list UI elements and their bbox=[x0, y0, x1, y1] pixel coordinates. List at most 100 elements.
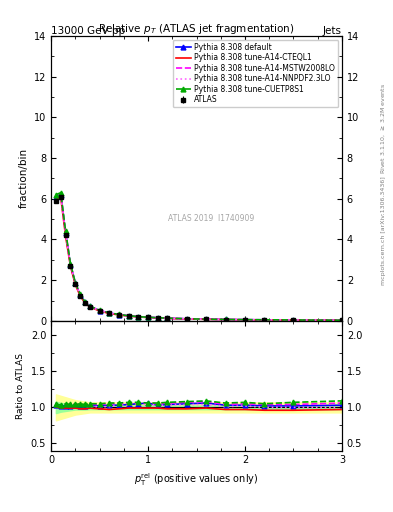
Pythia 8.308 tune-A14-NNPDF2.3LO bbox=[223, 316, 228, 323]
Pythia 8.308 tune-A14-CTEQL1 bbox=[184, 316, 189, 322]
Text: mcplots.cern.ch [arXiv:1306.3436]: mcplots.cern.ch [arXiv:1306.3436] bbox=[381, 176, 386, 285]
Pythia 8.308 tune-A14-MSTW2008LO bbox=[155, 315, 160, 321]
Pythia 8.308 tune-A14-CTEQL1 bbox=[291, 317, 296, 323]
Pythia 8.308 tune-A14-NNPDF2.3LO bbox=[155, 315, 160, 321]
Pythia 8.308 tune-CUETP8S1 bbox=[97, 307, 102, 313]
Pythia 8.308 tune-CUETP8S1 bbox=[262, 317, 267, 323]
Pythia 8.308 tune-A14-CTEQL1 bbox=[136, 314, 141, 320]
Pythia 8.308 tune-A14-NNPDF2.3LO bbox=[97, 308, 102, 314]
Pythia 8.308 default bbox=[340, 317, 344, 323]
Pythia 8.308 tune-CUETP8S1 bbox=[146, 314, 151, 321]
Pythia 8.308 tune-A14-NNPDF2.3LO bbox=[107, 310, 112, 316]
Pythia 8.308 tune-CUETP8S1 bbox=[107, 310, 112, 316]
Pythia 8.308 tune-CUETP8S1 bbox=[184, 316, 189, 322]
Pythia 8.308 tune-A14-MSTW2008LO bbox=[136, 313, 141, 319]
Pythia 8.308 tune-A14-MSTW2008LO bbox=[83, 299, 87, 305]
Pythia 8.308 tune-CUETP8S1 bbox=[126, 313, 131, 319]
Pythia 8.308 default bbox=[184, 316, 189, 322]
Pythia 8.308 tune-A14-MSTW2008LO bbox=[291, 317, 296, 323]
Pythia 8.308 default bbox=[262, 317, 267, 323]
Pythia 8.308 tune-A14-MSTW2008LO bbox=[73, 280, 78, 286]
Pythia 8.308 default bbox=[155, 315, 160, 321]
Pythia 8.308 tune-A14-CTEQL1 bbox=[78, 293, 83, 299]
Pythia 8.308 tune-A14-MSTW2008LO bbox=[88, 303, 92, 309]
Pythia 8.308 tune-A14-NNPDF2.3LO bbox=[136, 314, 141, 320]
Pythia 8.308 tune-A14-NNPDF2.3LO bbox=[73, 281, 78, 287]
Legend: Pythia 8.308 default, Pythia 8.308 tune-A14-CTEQL1, Pythia 8.308 tune-A14-MSTW20: Pythia 8.308 default, Pythia 8.308 tune-… bbox=[173, 39, 338, 108]
Pythia 8.308 tune-A14-NNPDF2.3LO bbox=[63, 231, 68, 237]
Line: Pythia 8.308 default: Pythia 8.308 default bbox=[53, 193, 344, 323]
Pythia 8.308 tune-CUETP8S1 bbox=[136, 313, 141, 319]
Pythia 8.308 default bbox=[117, 312, 121, 318]
Y-axis label: Ratio to ATLAS: Ratio to ATLAS bbox=[16, 353, 25, 419]
Pythia 8.308 default bbox=[97, 308, 102, 314]
Line: Pythia 8.308 tune-A14-CTEQL1: Pythia 8.308 tune-A14-CTEQL1 bbox=[56, 198, 342, 321]
Pythia 8.308 tune-CUETP8S1 bbox=[165, 315, 170, 321]
Text: Rivet 3.1.10, $\geq$ 3.2M events: Rivet 3.1.10, $\geq$ 3.2M events bbox=[379, 82, 387, 174]
Pythia 8.308 tune-A14-CTEQL1 bbox=[204, 316, 209, 323]
Pythia 8.308 tune-A14-MSTW2008LO bbox=[78, 291, 83, 297]
X-axis label: $p_{\mathrm{T}}^{\mathrm{rel}}$ (positive values only): $p_{\mathrm{T}}^{\mathrm{rel}}$ (positiv… bbox=[134, 471, 259, 488]
Pythia 8.308 default bbox=[242, 316, 247, 323]
Pythia 8.308 tune-A14-MSTW2008LO bbox=[97, 307, 102, 313]
Pythia 8.308 tune-A14-NNPDF2.3LO bbox=[340, 317, 344, 323]
Pythia 8.308 tune-CUETP8S1 bbox=[83, 298, 87, 305]
Pythia 8.308 default bbox=[136, 314, 141, 320]
Pythia 8.308 tune-A14-MSTW2008LO bbox=[223, 316, 228, 323]
Pythia 8.308 tune-A14-NNPDF2.3LO bbox=[83, 300, 87, 306]
Pythia 8.308 tune-CUETP8S1 bbox=[117, 311, 121, 317]
Line: Pythia 8.308 tune-A14-NNPDF2.3LO: Pythia 8.308 tune-A14-NNPDF2.3LO bbox=[56, 195, 342, 320]
Pythia 8.308 tune-A14-MSTW2008LO bbox=[53, 193, 58, 199]
Text: 13000 GeV pp: 13000 GeV pp bbox=[51, 26, 125, 36]
Pythia 8.308 tune-A14-MSTW2008LO bbox=[63, 229, 68, 236]
Pythia 8.308 default bbox=[126, 313, 131, 319]
Pythia 8.308 tune-A14-MSTW2008LO bbox=[184, 316, 189, 322]
Pythia 8.308 default bbox=[204, 316, 209, 322]
Pythia 8.308 tune-CUETP8S1 bbox=[59, 189, 63, 196]
Pythia 8.308 default bbox=[165, 315, 170, 322]
Text: ATLAS 2019  I1740909: ATLAS 2019 I1740909 bbox=[168, 214, 254, 223]
Pythia 8.308 tune-A14-MSTW2008LO bbox=[242, 316, 247, 323]
Pythia 8.308 default bbox=[53, 194, 58, 200]
Pythia 8.308 tune-A14-CTEQL1 bbox=[83, 300, 87, 306]
Pythia 8.308 tune-A14-MSTW2008LO bbox=[126, 313, 131, 319]
Pythia 8.308 default bbox=[107, 310, 112, 316]
Pythia 8.308 default bbox=[68, 262, 73, 268]
Pythia 8.308 tune-A14-CTEQL1 bbox=[146, 314, 151, 321]
Pythia 8.308 tune-A14-NNPDF2.3LO bbox=[184, 316, 189, 322]
Pythia 8.308 default bbox=[223, 316, 228, 323]
Pythia 8.308 tune-A14-CTEQL1 bbox=[73, 282, 78, 288]
Line: Pythia 8.308 tune-A14-MSTW2008LO: Pythia 8.308 tune-A14-MSTW2008LO bbox=[56, 194, 342, 320]
Pythia 8.308 default bbox=[59, 191, 63, 198]
Pythia 8.308 tune-A14-NNPDF2.3LO bbox=[68, 262, 73, 268]
Pythia 8.308 tune-A14-NNPDF2.3LO bbox=[146, 314, 151, 321]
Pythia 8.308 tune-A14-MSTW2008LO bbox=[59, 190, 63, 197]
Title: Relative $p_T$ (ATLAS jet fragmentation): Relative $p_T$ (ATLAS jet fragmentation) bbox=[98, 22, 295, 36]
Pythia 8.308 tune-CUETP8S1 bbox=[223, 316, 228, 323]
Pythia 8.308 tune-A14-MSTW2008LO bbox=[107, 310, 112, 316]
Line: Pythia 8.308 tune-CUETP8S1: Pythia 8.308 tune-CUETP8S1 bbox=[53, 190, 344, 323]
Pythia 8.308 tune-A14-MSTW2008LO bbox=[165, 315, 170, 321]
Pythia 8.308 tune-A14-NNPDF2.3LO bbox=[262, 317, 267, 323]
Pythia 8.308 tune-A14-MSTW2008LO bbox=[340, 317, 344, 323]
Pythia 8.308 tune-CUETP8S1 bbox=[63, 228, 68, 234]
Pythia 8.308 tune-A14-CTEQL1 bbox=[63, 233, 68, 240]
Pythia 8.308 tune-A14-CTEQL1 bbox=[117, 312, 121, 318]
Pythia 8.308 tune-A14-NNPDF2.3LO bbox=[242, 316, 247, 323]
Text: Jets: Jets bbox=[323, 26, 342, 36]
Pythia 8.308 tune-A14-CTEQL1 bbox=[155, 315, 160, 321]
Pythia 8.308 tune-A14-MSTW2008LO bbox=[117, 311, 121, 317]
Pythia 8.308 tune-A14-NNPDF2.3LO bbox=[165, 315, 170, 322]
Pythia 8.308 tune-A14-NNPDF2.3LO bbox=[53, 194, 58, 200]
Y-axis label: fraction/bin: fraction/bin bbox=[18, 148, 28, 208]
Pythia 8.308 tune-A14-CTEQL1 bbox=[53, 197, 58, 203]
Pythia 8.308 tune-A14-CTEQL1 bbox=[59, 195, 63, 201]
Pythia 8.308 tune-CUETP8S1 bbox=[88, 303, 92, 309]
Pythia 8.308 tune-A14-CTEQL1 bbox=[262, 317, 267, 323]
Pythia 8.308 tune-CUETP8S1 bbox=[78, 291, 83, 297]
Pythia 8.308 tune-A14-NNPDF2.3LO bbox=[291, 317, 296, 323]
Pythia 8.308 tune-A14-NNPDF2.3LO bbox=[78, 292, 83, 298]
Pythia 8.308 tune-A14-CTEQL1 bbox=[340, 317, 344, 324]
Pythia 8.308 tune-CUETP8S1 bbox=[242, 316, 247, 323]
Pythia 8.308 tune-A14-NNPDF2.3LO bbox=[88, 304, 92, 310]
